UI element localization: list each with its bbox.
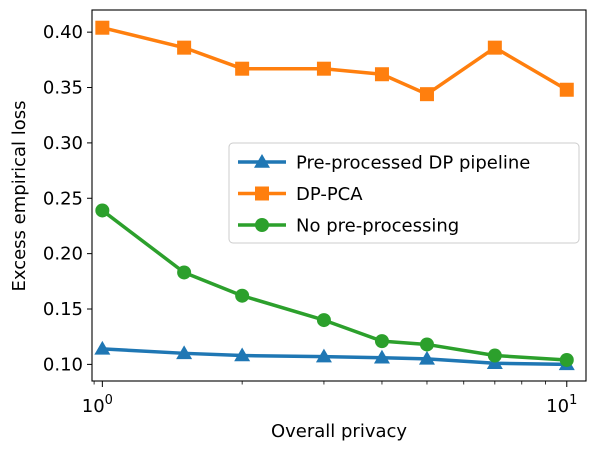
y-tick-label-5: 0.35 [43, 78, 83, 99]
data-point-2-5 [419, 337, 434, 352]
series-1 [95, 20, 574, 102]
data-point-2-6 [487, 348, 502, 363]
data-point-0-4 [373, 349, 390, 364]
data-point-0-2 [234, 347, 251, 362]
data-point-2-1 [177, 265, 192, 280]
y-tick-label-6: 0.40 [43, 22, 83, 43]
x-tick-label-0: 100 [82, 393, 113, 417]
series-0 [94, 340, 575, 371]
legend-entry-2: No pre-processing [238, 216, 459, 237]
series-line-0 [102, 347, 567, 367]
x-axis-label: Overall privacy [271, 421, 407, 442]
legend-label-0: Pre-processed DP pipeline [296, 153, 530, 174]
data-point-0-1 [176, 345, 193, 360]
y-axis-label: Excess empirical loss [9, 100, 30, 291]
legend-marker-0 [254, 154, 270, 168]
legend-entry-1: DP-PCA [238, 184, 363, 205]
data-point-0-0 [94, 340, 111, 355]
x-tick-label-1: 101 [546, 393, 577, 417]
legend-marker-2 [255, 218, 269, 232]
data-point-1-1 [177, 40, 192, 55]
legend-label-2: No pre-processing [296, 216, 459, 237]
y-tick-label-0: 0.10 [43, 354, 83, 375]
y-tick-label-2: 0.20 [43, 244, 83, 265]
data-point-1-7 [559, 82, 574, 97]
y-tick-label-1: 0.15 [43, 299, 83, 320]
legend-label-1: DP-PCA [296, 184, 363, 205]
axis-ticks: 0.10 0.15 0.20 0.25 0.30 0.35 0.40 100 101 [43, 22, 577, 417]
data-point-1-5 [419, 87, 434, 102]
y-tick-label-3: 0.25 [43, 188, 83, 209]
data-point-0-5 [418, 350, 435, 365]
plot-area [94, 20, 575, 371]
data-point-0-3 [315, 348, 332, 363]
data-point-1-4 [374, 67, 389, 82]
series-2 [95, 203, 574, 367]
data-point-2-2 [235, 288, 250, 303]
data-point-1-3 [316, 61, 331, 76]
legend: Pre-processed DP pipeline DP-PCA No pre-pr… [228, 142, 580, 244]
legend-box [228, 142, 580, 244]
data-point-1-6 [487, 40, 502, 55]
data-point-2-4 [374, 334, 389, 349]
plot-frame [91, 9, 587, 382]
series-line-2 [101, 209, 567, 362]
y-tick-label-4: 0.30 [43, 133, 83, 154]
series-line-1 [101, 26, 568, 96]
legend-marker-1 [255, 186, 269, 201]
data-point-2-3 [316, 313, 331, 328]
data-point-1-0 [95, 20, 110, 35]
legend-entry-0: Pre-processed DP pipeline [238, 153, 530, 174]
data-point-2-7 [559, 352, 574, 367]
data-point-2-0 [95, 203, 110, 218]
data-point-1-2 [235, 61, 250, 76]
